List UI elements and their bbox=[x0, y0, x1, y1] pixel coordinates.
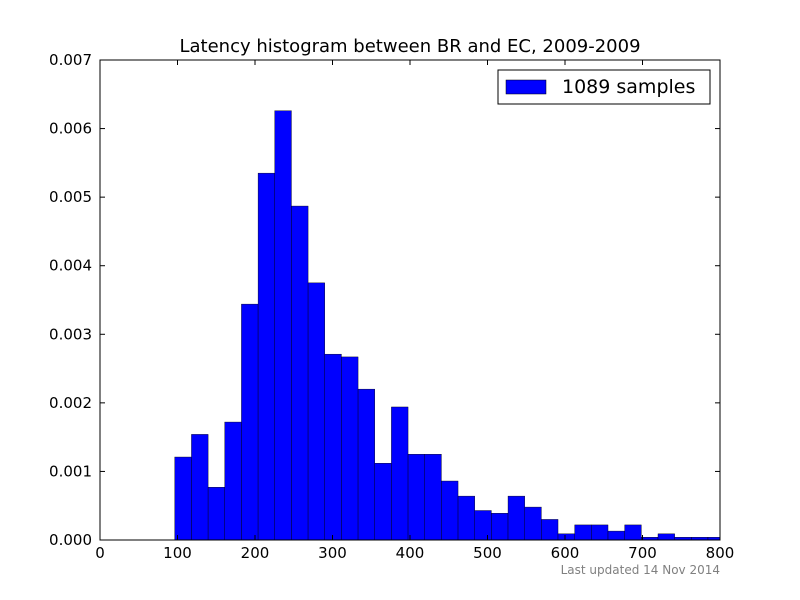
y-tick-label: 0.006 bbox=[49, 120, 92, 138]
x-tick-label: 700 bbox=[628, 544, 657, 562]
histogram-bar-16 bbox=[441, 480, 459, 541]
last-updated-note: Last updated 14 Nov 2014 bbox=[560, 563, 720, 577]
y-tick-label: 0.005 bbox=[49, 188, 92, 206]
histogram-bar-13 bbox=[391, 406, 409, 541]
x-tick-label: 300 bbox=[318, 544, 347, 562]
histogram-bar-21 bbox=[524, 506, 542, 541]
x-tick-label: 600 bbox=[551, 544, 580, 562]
y-tick-label: 0.007 bbox=[49, 51, 92, 69]
histogram-bar-11 bbox=[357, 388, 375, 541]
histogram-bar-3 bbox=[224, 421, 242, 541]
y-tick-label: 0.003 bbox=[49, 325, 92, 343]
histogram-bar-18 bbox=[474, 510, 492, 541]
x-tick-label: 0 bbox=[95, 544, 105, 562]
x-tick-label: 400 bbox=[396, 544, 425, 562]
x-tick-label: 800 bbox=[706, 544, 735, 562]
histogram-bar-25 bbox=[591, 524, 609, 541]
y-tick-label: 0.000 bbox=[49, 531, 92, 549]
histogram-bar-15 bbox=[424, 454, 442, 541]
histogram-bar-29 bbox=[657, 533, 675, 541]
histogram-bar-8 bbox=[307, 282, 325, 541]
histogram-bar-22 bbox=[541, 519, 559, 541]
y-tick-label: 0.004 bbox=[49, 257, 92, 275]
histogram-bar-19 bbox=[491, 513, 509, 541]
histogram-bar-5 bbox=[257, 172, 275, 541]
histogram-bar-7 bbox=[291, 205, 309, 541]
histogram-bar-12 bbox=[374, 463, 392, 541]
histogram-bar-6 bbox=[274, 110, 292, 541]
ticks-group: 0 100 200 300 400 500 600 700 800 0.000 0.001 0.002… bbox=[49, 51, 734, 562]
y-tick-label: 0.001 bbox=[49, 462, 92, 480]
histogram-bar-23 bbox=[557, 533, 575, 541]
legend-swatch bbox=[505, 79, 547, 95]
histogram-bar-10 bbox=[341, 356, 359, 541]
bars-group bbox=[174, 110, 721, 541]
x-tick-label: 200 bbox=[241, 544, 270, 562]
y-tick-label: 0.002 bbox=[49, 394, 92, 412]
histogram-bar-27 bbox=[624, 524, 642, 541]
histogram-bar-14 bbox=[407, 454, 425, 541]
histogram-bar-24 bbox=[574, 524, 592, 541]
histogram-bar-2 bbox=[207, 487, 225, 541]
histogram-bar-20 bbox=[507, 495, 525, 541]
legend: 1089 samples bbox=[497, 69, 711, 105]
histogram-bar-4 bbox=[241, 303, 259, 541]
x-tick-label: 100 bbox=[163, 544, 192, 562]
histogram-bar-17 bbox=[457, 495, 475, 541]
histogram-bar-0 bbox=[174, 456, 192, 541]
x-tick-label: 500 bbox=[473, 544, 502, 562]
histogram-bar-9 bbox=[324, 353, 342, 541]
histogram-bar-1 bbox=[191, 434, 209, 541]
histogram-bar-26 bbox=[607, 530, 625, 541]
chart-title: Latency histogram between BR and EC, 200… bbox=[179, 36, 641, 57]
legend-label: 1089 samples bbox=[562, 76, 695, 98]
